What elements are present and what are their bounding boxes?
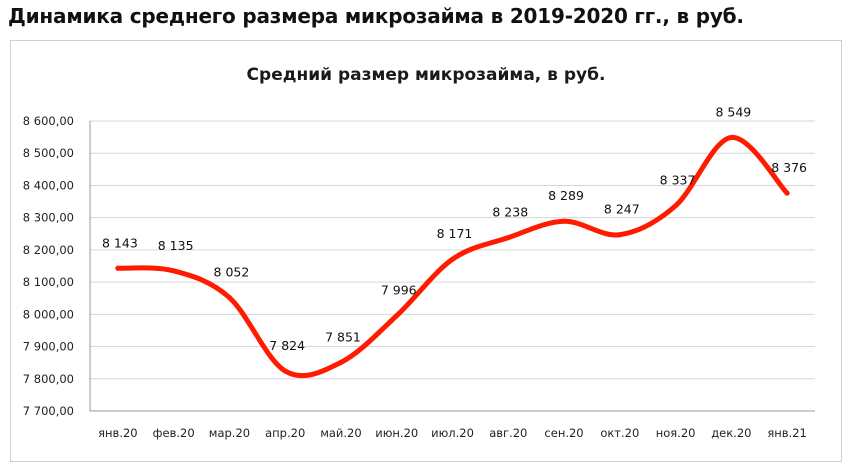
data-label: 8 337	[660, 173, 696, 188]
data-label: 8 052	[214, 265, 250, 280]
y-tick-label: 8 600,00	[23, 114, 74, 128]
x-axis-ticks: янв.20 фев.20 мар.20 апр.20 май.20 июн.20 июл.…	[98, 426, 807, 440]
series	[115, 134, 790, 379]
page-title: Динамика среднего размера микрозайма в 2…	[8, 4, 744, 28]
x-tick-label: июл.20	[431, 426, 474, 440]
data-point	[505, 235, 511, 241]
x-tick-label: май.20	[320, 426, 362, 440]
gridlines	[90, 120, 815, 380]
x-tick-label: янв.20	[98, 426, 138, 440]
y-axis-ticks: 7 700,00 7 800,00 7 900,00 8 000,00 8 100,00…	[23, 114, 74, 418]
data-label: 8 549	[715, 104, 751, 119]
data-point	[673, 203, 679, 209]
y-tick-label: 8 200,00	[23, 243, 74, 257]
data-point	[617, 232, 623, 238]
x-tick-label: окт.20	[600, 426, 639, 440]
chart-title: Средний размер микрозайма, в руб.	[247, 65, 606, 85]
data-point	[784, 190, 790, 196]
chart-area	[10, 40, 842, 462]
data-labels: 8 143 8 135 8 052 7 824 7 851 7 996 8 171 8 238…	[102, 104, 807, 353]
data-label: 8 376	[771, 160, 807, 175]
y-tick-label: 7 900,00	[23, 340, 74, 354]
data-label: 8 238	[492, 205, 528, 220]
y-tick-label: 7 700,00	[23, 404, 74, 418]
y-tick-label: 8 400,00	[23, 178, 74, 192]
x-tick-label: ноя.20	[656, 426, 696, 440]
y-tick-label: 8 100,00	[23, 275, 74, 289]
x-tick-label: авг.20	[489, 426, 527, 440]
data-label: 7 824	[269, 338, 305, 353]
data-label: 8 135	[158, 238, 194, 253]
data-label: 8 143	[102, 235, 138, 250]
data-point	[450, 256, 455, 262]
data-point	[394, 313, 400, 319]
y-tick-label: 8 500,00	[23, 146, 74, 160]
data-point	[728, 134, 734, 140]
y-tick-label: 8 300,00	[23, 211, 74, 225]
x-tick-label: мар.20	[209, 426, 250, 440]
x-tick-label: сен.20	[544, 426, 583, 440]
x-tick-label: дек.20	[711, 426, 751, 440]
x-tick-label: апр.20	[265, 426, 305, 440]
data-label: 8 289	[548, 188, 584, 203]
axes	[89, 121, 815, 412]
x-tick-label: июн.20	[375, 426, 418, 440]
data-label: 8 247	[604, 202, 640, 217]
x-tick-label: янв.21	[767, 426, 807, 440]
y-tick-label: 8 000,00	[23, 307, 74, 321]
data-label: 7 851	[325, 329, 361, 344]
data-label: 7 996	[381, 283, 417, 298]
data-point	[561, 218, 567, 224]
x-tick-label: фев.20	[153, 426, 195, 440]
data-point	[171, 268, 177, 274]
data-point	[115, 265, 121, 271]
y-tick-label: 7 800,00	[23, 372, 74, 386]
data-point	[338, 359, 344, 365]
data-point	[282, 368, 288, 374]
data-point	[226, 295, 232, 301]
data-label: 8 171	[437, 226, 473, 241]
